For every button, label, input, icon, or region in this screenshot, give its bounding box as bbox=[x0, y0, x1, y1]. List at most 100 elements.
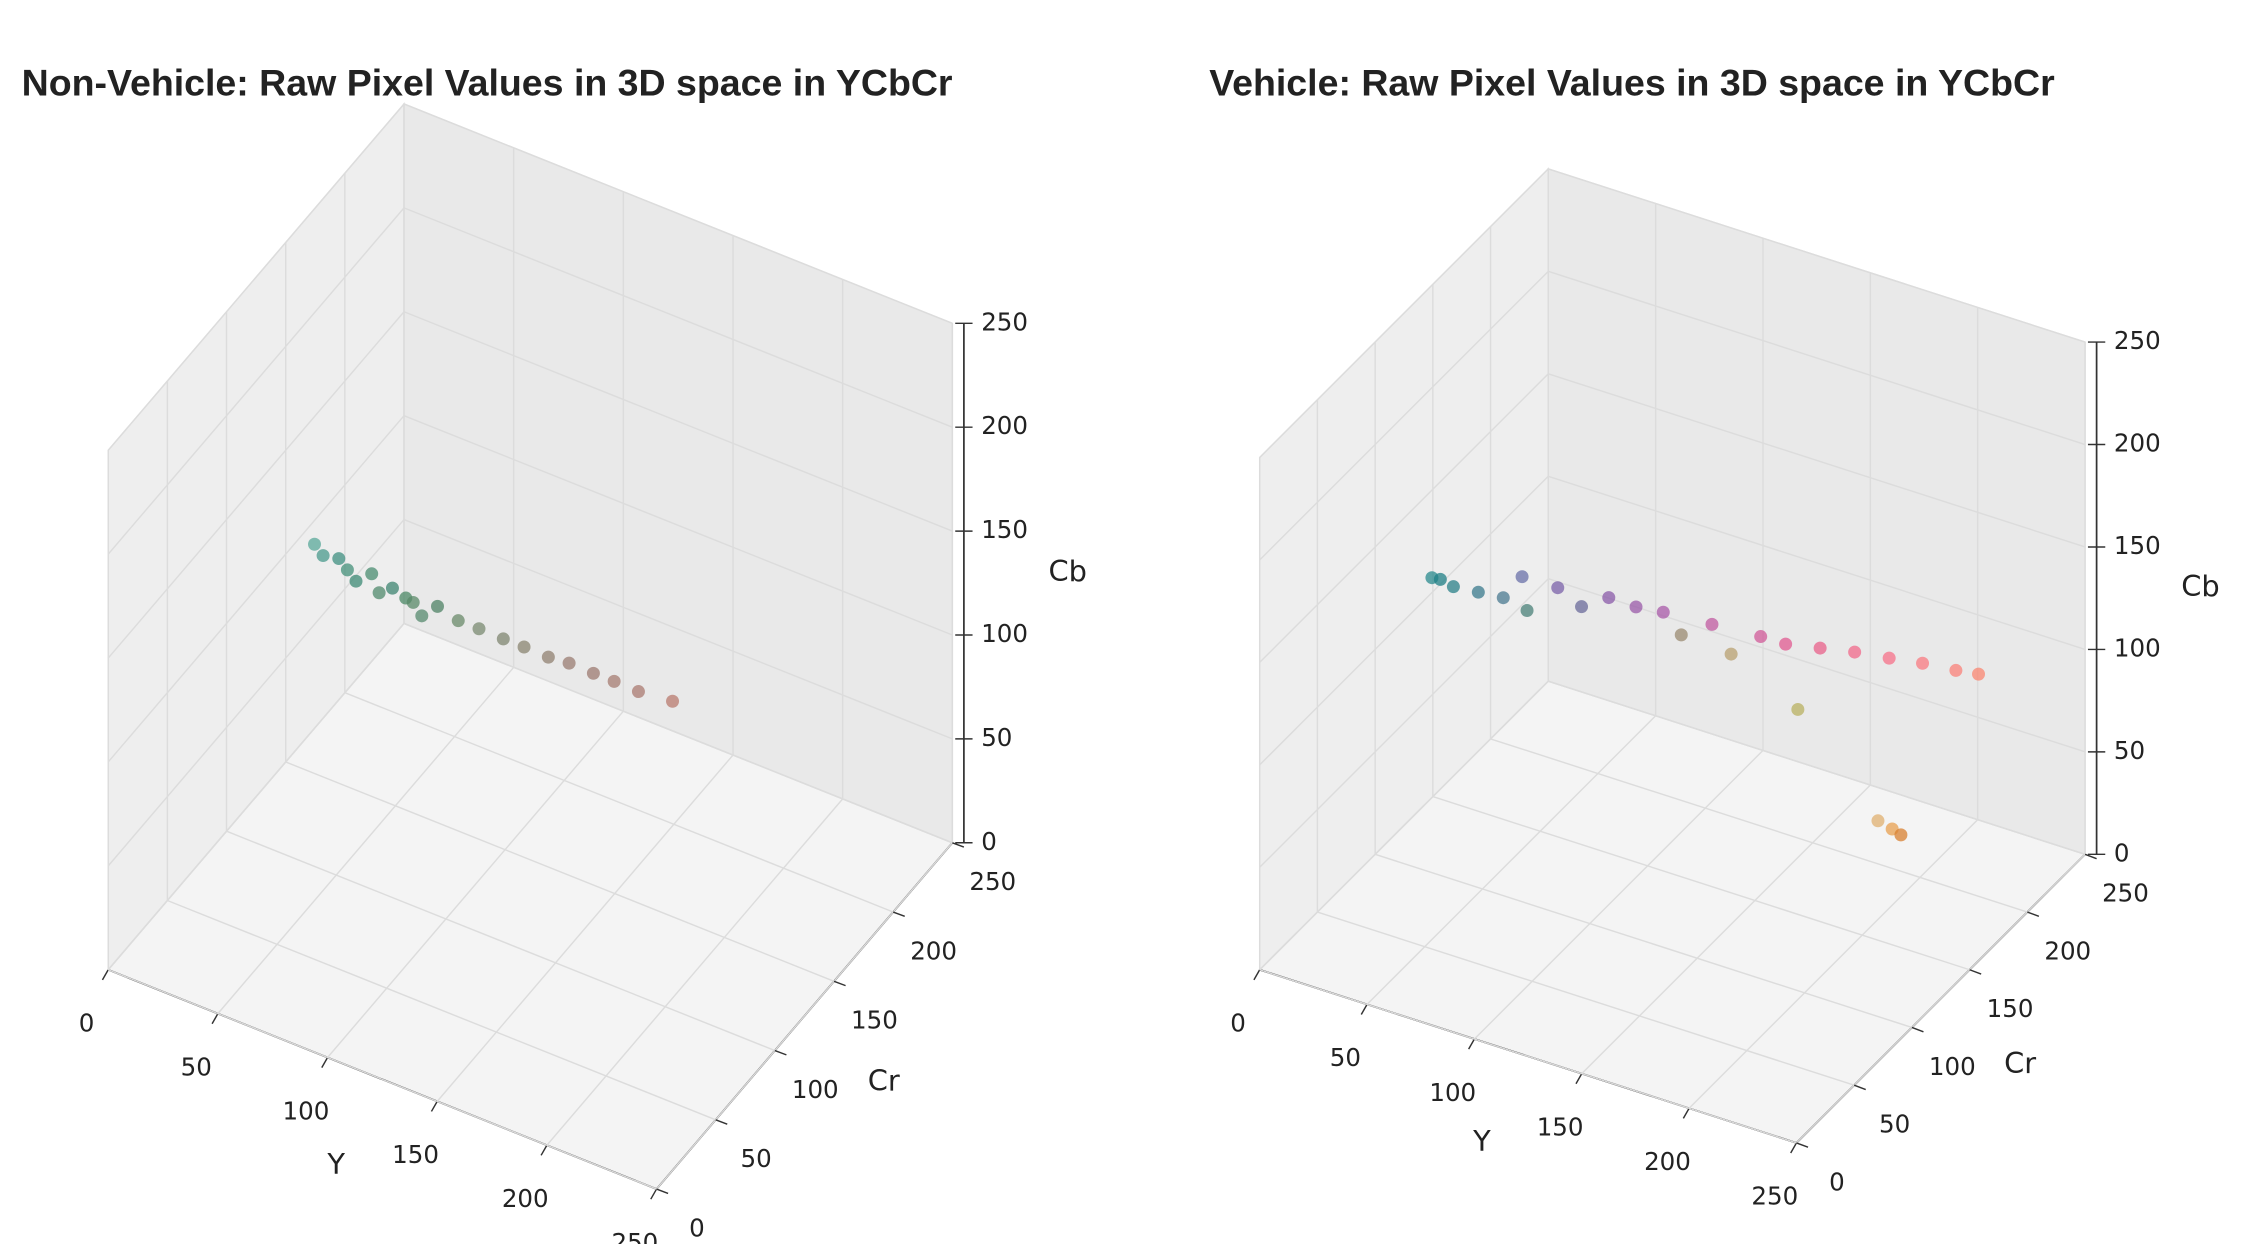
tick-mark bbox=[1575, 1073, 1583, 1085]
point bbox=[472, 622, 486, 636]
x-axis-label: Y bbox=[326, 1147, 345, 1181]
x-tick-label: 100 bbox=[1429, 1078, 1476, 1107]
tick-mark bbox=[1969, 969, 1982, 975]
point bbox=[607, 674, 621, 688]
grid-line bbox=[1548, 270, 2086, 446]
grid-line bbox=[1795, 853, 2086, 1144]
grid-line bbox=[1548, 168, 2086, 343]
point bbox=[365, 567, 379, 581]
tick-mark bbox=[715, 1119, 728, 1125]
point bbox=[517, 640, 531, 654]
tick-mark bbox=[321, 1057, 329, 1068]
z-tick-label: 200 bbox=[2114, 429, 2161, 458]
z-tick-label: 0 bbox=[2114, 838, 2130, 867]
point bbox=[1779, 637, 1793, 651]
point bbox=[1882, 651, 1896, 665]
x-tick-label: 0 bbox=[79, 1009, 95, 1038]
y-tick-label: 100 bbox=[1929, 1052, 1976, 1081]
grid-line bbox=[403, 207, 953, 428]
x-tick-label: 50 bbox=[1330, 1043, 1361, 1072]
y-tick-label: 150 bbox=[851, 1006, 898, 1035]
grid-line bbox=[107, 969, 657, 1190]
y-tick-label: 0 bbox=[689, 1213, 705, 1242]
point bbox=[1972, 667, 1986, 681]
z-axis-label: Cb bbox=[2181, 569, 2219, 603]
grid-line bbox=[403, 311, 953, 532]
point bbox=[349, 574, 363, 588]
point bbox=[406, 595, 420, 609]
point bbox=[1602, 591, 1616, 605]
tick-mark bbox=[1796, 1142, 1809, 1148]
z-tick-label: 150 bbox=[981, 515, 1028, 544]
grid-line bbox=[1490, 738, 2028, 913]
tick-mark bbox=[1253, 969, 1261, 981]
point bbox=[1848, 645, 1862, 659]
point bbox=[1515, 570, 1529, 584]
y-tick-label: 50 bbox=[741, 1144, 772, 1173]
tick-mark bbox=[1468, 1038, 1476, 1050]
y-axis-label: Cr bbox=[868, 1063, 900, 1097]
point bbox=[431, 599, 444, 613]
chart-title: Vehicle: Raw Pixel Values in 3D space in… bbox=[1209, 61, 2055, 103]
tick-mark bbox=[952, 842, 965, 848]
point bbox=[1754, 630, 1768, 644]
tick-mark bbox=[774, 1049, 787, 1056]
grid-line bbox=[1317, 911, 1855, 1086]
grid-line bbox=[1259, 680, 1549, 971]
x-tick-label: 200 bbox=[502, 1184, 549, 1213]
point bbox=[562, 656, 576, 670]
grid-line bbox=[1366, 715, 1657, 1005]
z-tick-label: 250 bbox=[2114, 326, 2161, 355]
x-tick-label: 250 bbox=[611, 1228, 658, 1244]
tick-mark bbox=[2027, 911, 2040, 918]
z-tick-label: 100 bbox=[981, 619, 1028, 648]
point bbox=[1496, 591, 1510, 605]
chart-title: Non-Vehicle: Raw Pixel Values in 3D spac… bbox=[22, 61, 953, 103]
y-axis-label: Cr bbox=[2004, 1046, 2036, 1080]
point bbox=[1871, 814, 1885, 828]
z-tick-label: 50 bbox=[2114, 736, 2145, 765]
grid-line bbox=[1259, 373, 1549, 663]
x-axis-label: Y bbox=[1472, 1124, 1491, 1158]
grid-line bbox=[546, 798, 844, 1146]
grid-line bbox=[327, 710, 624, 1058]
point bbox=[372, 586, 386, 600]
z-tick-label: 100 bbox=[2114, 633, 2161, 662]
x-tick-label: 200 bbox=[1644, 1147, 1691, 1176]
tick-mark bbox=[1853, 1084, 1866, 1091]
grid-line bbox=[1374, 853, 1913, 1029]
grid-line bbox=[107, 311, 405, 659]
y-tick-label: 200 bbox=[2044, 936, 2091, 965]
z-tick-label: 150 bbox=[2114, 531, 2161, 560]
tick-mark bbox=[1360, 1004, 1368, 1015]
grid-line bbox=[285, 761, 835, 982]
point bbox=[586, 666, 600, 680]
point bbox=[308, 537, 321, 551]
point bbox=[1949, 663, 1963, 677]
x-tick-label: 250 bbox=[1751, 1182, 1798, 1211]
tick-mark bbox=[540, 1144, 548, 1156]
point bbox=[1575, 600, 1589, 614]
tick-mark bbox=[656, 1188, 669, 1195]
grid-line bbox=[107, 207, 405, 555]
point bbox=[1705, 617, 1719, 631]
grid-line bbox=[403, 414, 953, 636]
point bbox=[1656, 605, 1670, 619]
point bbox=[1813, 641, 1827, 655]
z-tick-label: 200 bbox=[981, 411, 1028, 440]
point bbox=[1916, 656, 1930, 670]
point bbox=[496, 632, 510, 646]
tick-mark bbox=[892, 911, 905, 918]
point bbox=[340, 563, 354, 577]
point bbox=[1433, 572, 1447, 586]
tick-mark bbox=[833, 980, 846, 987]
grid-line bbox=[1259, 168, 1549, 459]
y-tick-label: 0 bbox=[1829, 1167, 1845, 1196]
grid-line bbox=[107, 622, 405, 971]
grid-line bbox=[344, 692, 894, 913]
grid-line bbox=[1259, 969, 1797, 1144]
grid-line bbox=[1259, 578, 1549, 868]
z-axis-label: Cb bbox=[1049, 554, 1087, 588]
z-tick-label: 50 bbox=[981, 723, 1012, 752]
point bbox=[666, 694, 680, 708]
